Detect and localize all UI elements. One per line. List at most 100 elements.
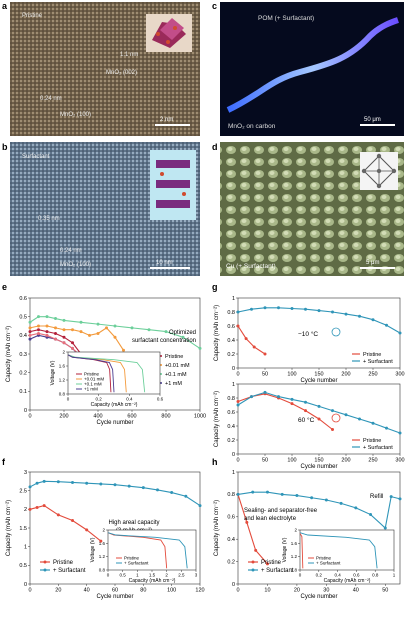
f-point-1-2: [42, 479, 46, 483]
e-point-3-0: [28, 337, 32, 341]
h-point-1-8: [354, 506, 358, 510]
e-ytick-label-4: 0.4: [19, 333, 27, 339]
e-point-1-5: [71, 328, 74, 332]
f-inset-xtick-label-4: 2: [165, 573, 168, 578]
h-ytick-label-2: 0.4: [227, 537, 235, 543]
e-point-4-4: [62, 341, 66, 345]
g2-point-1-8: [344, 413, 348, 417]
h-inset-xtick-label-1: 0.2: [316, 573, 323, 578]
h-point-1-3: [280, 492, 284, 496]
g1-point-1-9: [358, 314, 361, 318]
h-xtick-label-0: 0: [236, 588, 239, 594]
h-point-1-1: [251, 490, 255, 494]
g1-point-1-7: [331, 310, 334, 314]
g1-ytick-label-2: 0.4: [227, 338, 235, 344]
e-point-1-9: [105, 326, 108, 330]
f-inset-ylabel: Voltage (V): [90, 537, 96, 562]
e-point-2-2: [45, 330, 49, 334]
f-xtick-label-1: 20: [55, 588, 61, 594]
g2-series-line-0: [237, 393, 333, 430]
e-point-1-7: [88, 333, 91, 337]
f-inset-xtick-label-0: 0: [107, 573, 110, 578]
h-ytick-label-0: 0: [232, 582, 235, 588]
h-inset-xtick-label-5: 1: [393, 573, 396, 578]
f-point-0-0: [28, 507, 32, 511]
e-point-0-7: [113, 324, 117, 328]
crystal-inset-b: [150, 150, 196, 220]
h-inset-curve-1: [299, 532, 378, 569]
e-point-1-0: [28, 326, 32, 330]
g1-point-0-2: [252, 345, 256, 349]
f-inset-axes-frame: [107, 529, 197, 571]
e-xtick-label-3: 600: [127, 414, 136, 420]
g2-point-1-7: [331, 409, 334, 413]
g1-ytick-label-5: 1: [232, 296, 235, 302]
panel-letter-h: h: [212, 457, 218, 467]
g2-point-0-7: [331, 428, 334, 431]
h-point-1-11: [389, 495, 393, 499]
f-point-0-2: [42, 504, 46, 508]
f-xtick-label-5: 100: [167, 588, 176, 594]
e-xtick-label-2: 400: [93, 414, 102, 420]
h-point-1-9: [369, 513, 373, 517]
f-point-1-0: [28, 485, 32, 489]
g1-point-1-12: [398, 331, 402, 335]
f-inset-curve-1: [107, 532, 188, 569]
e-legend-label-3: +1 mM: [165, 381, 182, 387]
e-xtick-label-1: 200: [59, 414, 68, 420]
h-inset-ytick-label-0: 0.8: [291, 568, 298, 573]
h-point-1-6: [324, 498, 328, 502]
g1-ylabel: Capacity (mAh cm⁻²): [214, 305, 220, 361]
f-point-1-1: [35, 481, 39, 485]
f-point-1-11: [170, 491, 174, 495]
f-legend-label-1: + Surfactant: [53, 568, 86, 574]
g1-xtick-label-4: 200: [341, 372, 350, 378]
e-point-0-10: [164, 330, 168, 334]
e-ytick-label-1: 0.1: [19, 389, 27, 395]
e-point-2-0: [28, 330, 32, 334]
h-inset-ytick-label-1: 1.2: [291, 554, 298, 559]
charts-layer: 0 200 400 600 800 100000.10.20.30.40.50.6Cycl…: [6, 296, 405, 600]
e-inset-legend-label-1: +0.01 mM: [84, 377, 104, 382]
e-inset-xtick-label-3: 0.6: [157, 397, 164, 402]
h-xtick-label-5: 50: [382, 588, 388, 594]
label-b-2: 0.24 nm: [60, 248, 82, 254]
h-point-1-12: [398, 497, 402, 501]
h-point-1-0: [236, 492, 240, 496]
h-point-0-1: [245, 520, 249, 524]
h-legend-marker-1: [251, 568, 255, 572]
e-point-1-1: [37, 324, 40, 328]
h-legend-label-0: Pristine: [261, 560, 282, 566]
e-point-0-4: [62, 318, 66, 322]
e-inset-ytick-label-3: 2: [62, 350, 65, 355]
f-ytick-label-5: 2.5: [19, 489, 27, 495]
e-point-0-11: [181, 335, 185, 339]
f-point-1-5: [85, 481, 89, 485]
g2-xtick-label-4: 200: [341, 458, 350, 464]
e-inset-legend-label-3: +1 mM: [84, 387, 98, 392]
f-inset-xtick-label-2: 1: [136, 573, 139, 578]
f-ytick-label-0: 0: [24, 582, 27, 588]
e-point-2-4: [62, 335, 66, 339]
label-a-3: 1.1 nm: [120, 52, 138, 58]
f-inset-ytick-label-3: 2: [102, 528, 105, 533]
g2-point-1-6: [317, 404, 321, 408]
g2-series-line-1: [237, 391, 401, 434]
label-b-0: Surfactant: [22, 154, 50, 160]
h-inset-legend-label-1: + Surfactant: [316, 561, 341, 566]
g2-xlabel: Cycle number: [300, 464, 337, 470]
e-point-1-11: [122, 348, 125, 352]
h-inset-xtick-label-4: 0.8: [372, 573, 379, 578]
e-point-0-8: [130, 326, 134, 330]
g1-xtick-label-1: 50: [262, 372, 268, 378]
f-point-1-4: [71, 480, 74, 484]
g1-thermometer-icon: [331, 327, 341, 337]
label-c-0: POM (+ Surfactant): [258, 15, 314, 22]
e-ytick-label-3: 0.3: [19, 352, 27, 358]
f-point-1-3: [56, 480, 60, 484]
g1-legend-label-1: + Surfactant: [363, 359, 393, 365]
g2-thermometer-icon: [331, 413, 341, 423]
e-point-1-4: [62, 328, 66, 332]
label-a-4: MnO₂ (002): [106, 70, 137, 76]
e-inset-xtick-label-2: 0.4: [126, 397, 133, 402]
